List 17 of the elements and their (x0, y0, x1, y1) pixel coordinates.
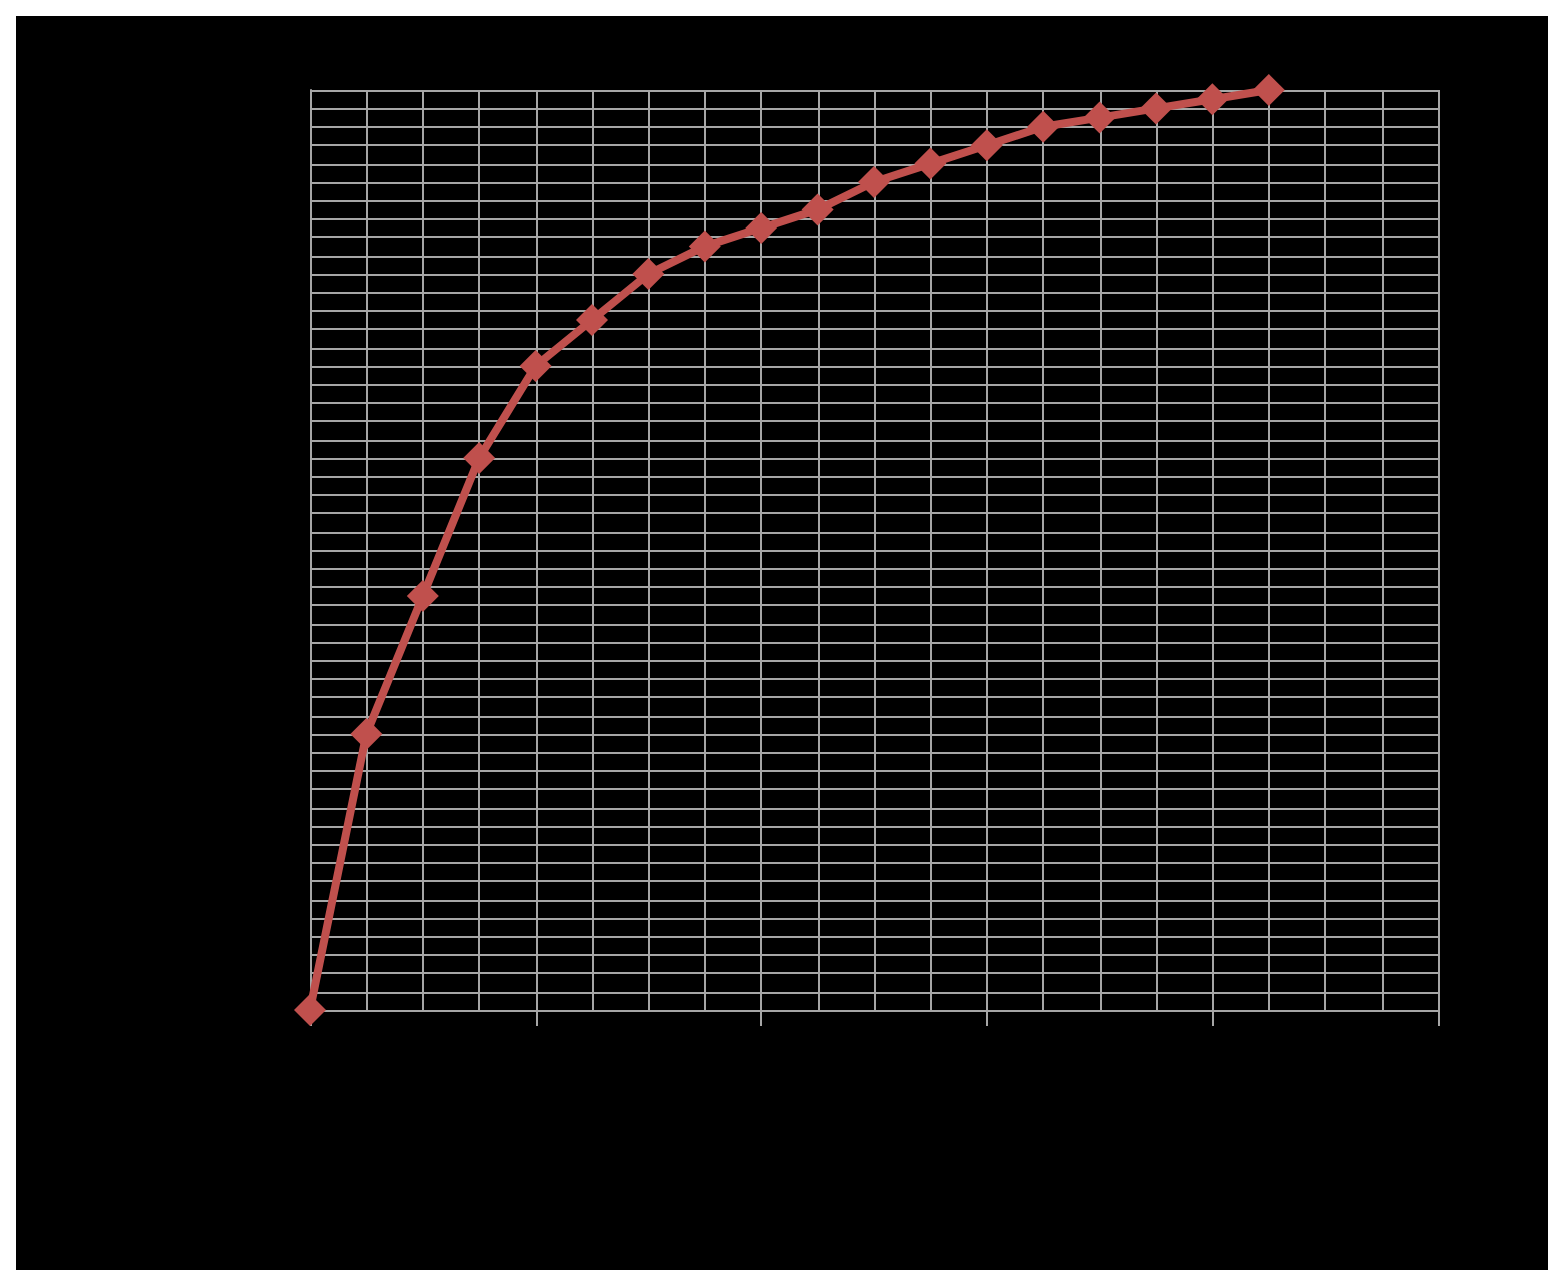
point (745, 212, 778, 244)
point (801, 193, 834, 226)
point (463, 442, 496, 474)
point (1196, 83, 1229, 116)
point (858, 166, 890, 198)
point (632, 258, 665, 290)
point (688, 230, 721, 263)
point (914, 147, 947, 180)
point (1027, 110, 1060, 143)
point (1252, 74, 1285, 106)
point (1083, 101, 1116, 134)
point (970, 129, 1003, 162)
point (406, 580, 439, 612)
point (576, 304, 608, 336)
point (350, 718, 383, 750)
point (1140, 92, 1172, 125)
point (519, 350, 552, 382)
